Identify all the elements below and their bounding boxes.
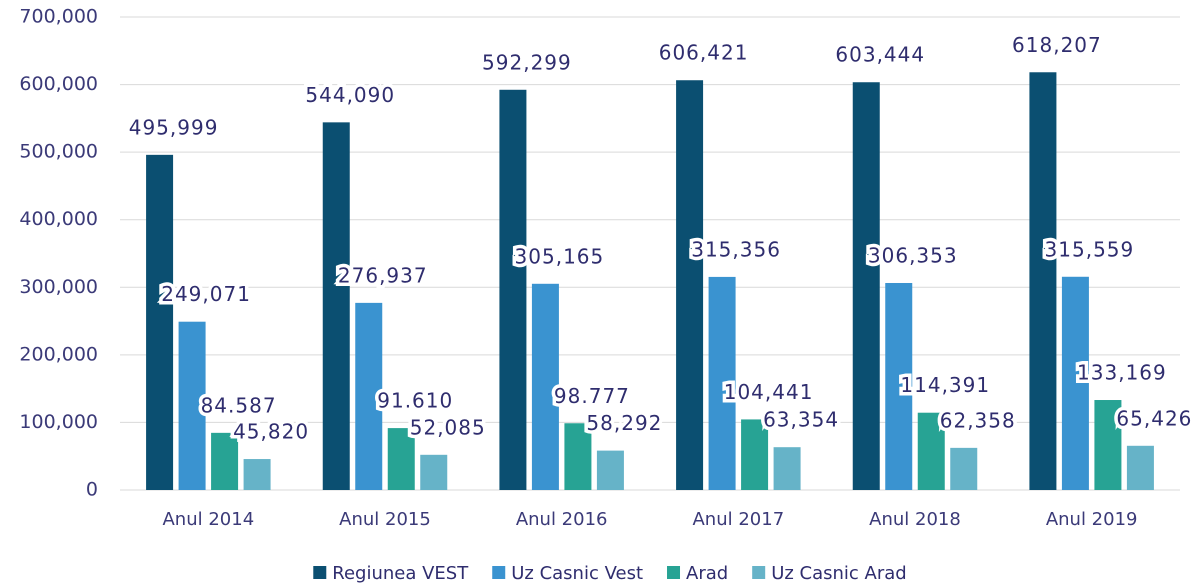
bar <box>596 450 624 490</box>
legend: Regiunea VEST Uz Casnic Vest Arad Uz Casnic… <box>313 563 907 584</box>
bar <box>773 447 801 490</box>
data-label: 618,207 <box>1012 33 1102 57</box>
bar <box>708 276 736 490</box>
bar <box>741 419 769 490</box>
bar <box>420 454 448 490</box>
bar <box>211 432 239 490</box>
x-tick-label: Anul 2018 <box>869 509 961 530</box>
legend-swatch <box>492 566 506 579</box>
x-tick-label: Anul 2017 <box>692 509 784 530</box>
data-label: 133,169 <box>1077 361 1167 385</box>
legend-label: Regiunea VEST <box>332 563 469 584</box>
x-tick-label: Anul 2019 <box>1046 509 1138 530</box>
bar <box>564 423 592 490</box>
data-label: 305,165 <box>515 244 605 268</box>
data-label: 592,299 <box>482 50 572 74</box>
x-tick-label: Anul 2016 <box>516 509 608 530</box>
bar <box>499 89 527 491</box>
x-tick-label: Anul 2014 <box>162 509 254 530</box>
data-label: 98.777 <box>554 384 630 408</box>
y-tick-label: 700,000 <box>19 6 98 28</box>
bar <box>917 412 945 490</box>
data-label: 603,444 <box>835 43 925 67</box>
bar <box>1061 276 1089 490</box>
data-label: 315,356 <box>691 237 781 261</box>
data-label: 249,071 <box>161 282 251 306</box>
data-label: 315,559 <box>1045 237 1135 261</box>
data-label: 276,937 <box>338 263 428 287</box>
data-label: 91.610 <box>377 389 453 413</box>
data-label: 495,999 <box>129 115 219 139</box>
y-tick-label: 200,000 <box>19 343 98 365</box>
bar <box>531 283 559 490</box>
y-tick-label: 0 <box>86 479 98 501</box>
bar <box>387 428 415 490</box>
data-label: 58,292 <box>586 411 662 435</box>
legend-label: Uz Casnic Arad <box>771 563 907 584</box>
data-label: 45,820 <box>233 420 309 444</box>
data-label: 114,391 <box>900 373 990 397</box>
y-tick-label: 500,000 <box>19 141 98 163</box>
legend-swatch <box>752 566 766 579</box>
x-tick-label: Anul 2015 <box>339 509 431 530</box>
bar <box>146 154 174 491</box>
y-tick-label: 400,000 <box>19 208 98 230</box>
y-tick-label: 100,000 <box>19 411 98 433</box>
data-label: 104,441 <box>724 380 814 404</box>
bar <box>676 80 704 490</box>
bar <box>355 302 383 490</box>
bar <box>1126 445 1154 490</box>
data-label: 62,358 <box>940 408 1016 432</box>
bar <box>1094 400 1122 490</box>
data-label: 52,085 <box>410 415 486 439</box>
y-tick-label: 600,000 <box>19 73 98 95</box>
data-label: 84.587 <box>201 393 277 417</box>
bar <box>1029 72 1057 490</box>
bar <box>322 122 350 490</box>
legend-swatch <box>313 566 327 579</box>
data-label: 544,090 <box>305 83 395 107</box>
bar <box>178 321 206 490</box>
legend-label: Uz Casnic Vest <box>511 563 643 584</box>
bar <box>852 82 880 491</box>
y-tick-label: 300,000 <box>19 276 98 298</box>
bar <box>950 447 978 490</box>
data-label: 65,426 <box>1116 406 1192 430</box>
legend-swatch <box>667 566 681 579</box>
bar <box>885 282 913 490</box>
data-label: 606,421 <box>659 41 749 65</box>
legend-label: Arad <box>686 563 728 584</box>
data-label: 63,354 <box>763 408 839 432</box>
data-label: 306,353 <box>868 243 958 267</box>
bar <box>243 459 271 490</box>
